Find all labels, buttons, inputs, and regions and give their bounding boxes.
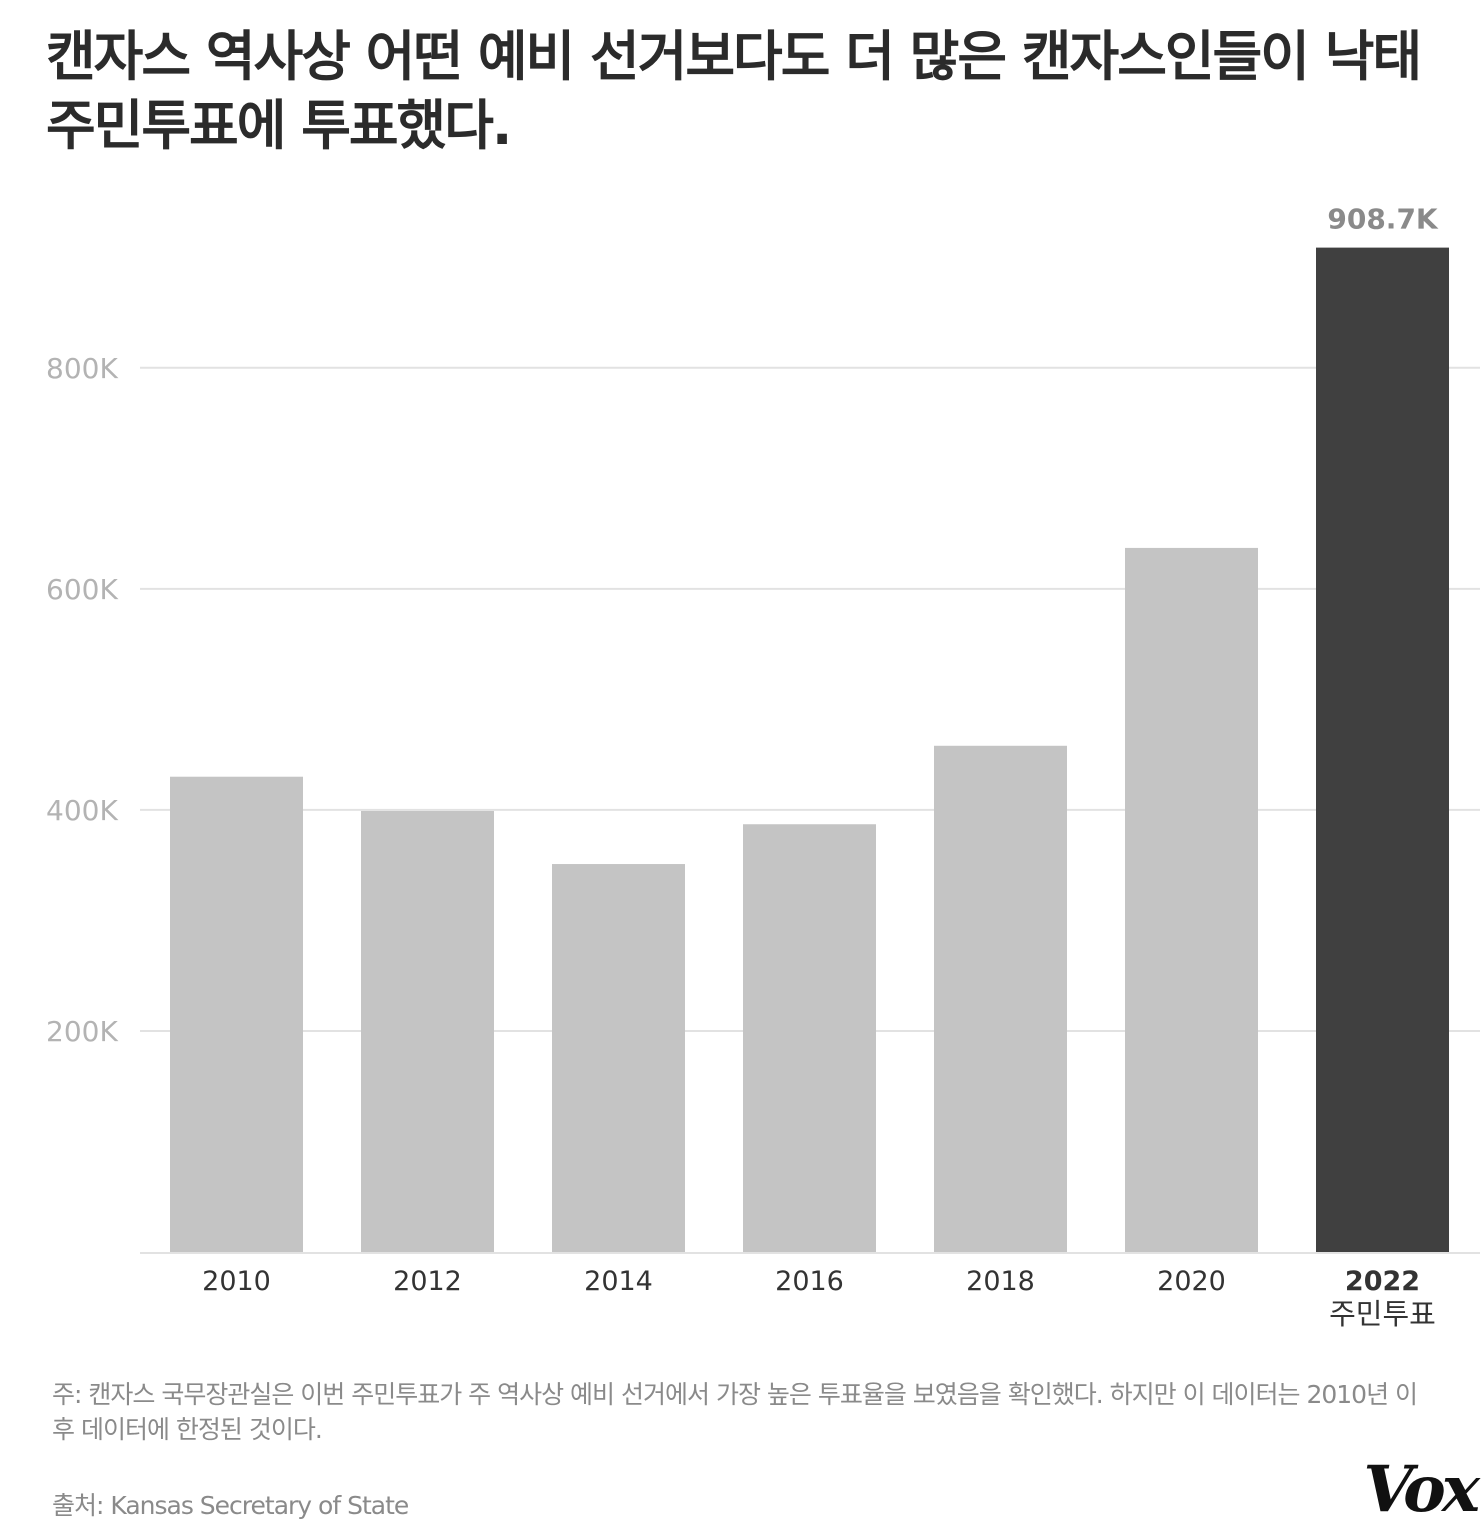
chart-source: 출처: Kansas Secretary of State — [52, 1491, 409, 1520]
y-tick-label: 600K — [46, 573, 118, 606]
x-tick-label: 2014 — [584, 1266, 653, 1297]
y-tick-label: 400K — [46, 794, 118, 827]
vox-logo: Vox — [1363, 1452, 1480, 1527]
chart-title: 캔자스 역사상 어떤 예비 선거보다도 더 많은 캔자스인들이 낙태 주민투표에… — [46, 25, 1422, 158]
y-tick-label: 200K — [46, 1015, 118, 1048]
y-tick-label: 800K — [46, 352, 118, 385]
data-label: 908.7K — [1327, 203, 1439, 236]
bar — [743, 824, 876, 1252]
bar — [361, 810, 494, 1252]
x-tick-label: 2018 — [966, 1266, 1035, 1297]
bar — [1316, 247, 1449, 1252]
bars — [170, 247, 1449, 1252]
x-tick-sublabel: 주민투표 — [1329, 1297, 1436, 1331]
bar — [170, 776, 303, 1252]
x-tick-label: 2016 — [775, 1266, 844, 1297]
chart-note: 주: 캔자스 국무장관실은 이번 주민투표가 주 역사상 예비 선거에서 가장 … — [52, 1380, 1418, 1444]
bar — [1125, 547, 1258, 1252]
bar — [934, 745, 1067, 1252]
x-tick-label: 2012 — [393, 1266, 462, 1297]
labels: 200K 400K 600K 800K 2010 2012 2014 2016 2018 2020… — [46, 203, 1439, 1331]
bar — [552, 864, 685, 1252]
x-tick-label: 2010 — [202, 1266, 271, 1297]
x-tick-label: 2020 — [1157, 1266, 1226, 1297]
bar-chart: 200K 400K 600K 800K 2010 2012 2014 2016 2018 2020… — [46, 203, 1480, 1331]
x-tick-label: 2022 — [1345, 1266, 1420, 1297]
